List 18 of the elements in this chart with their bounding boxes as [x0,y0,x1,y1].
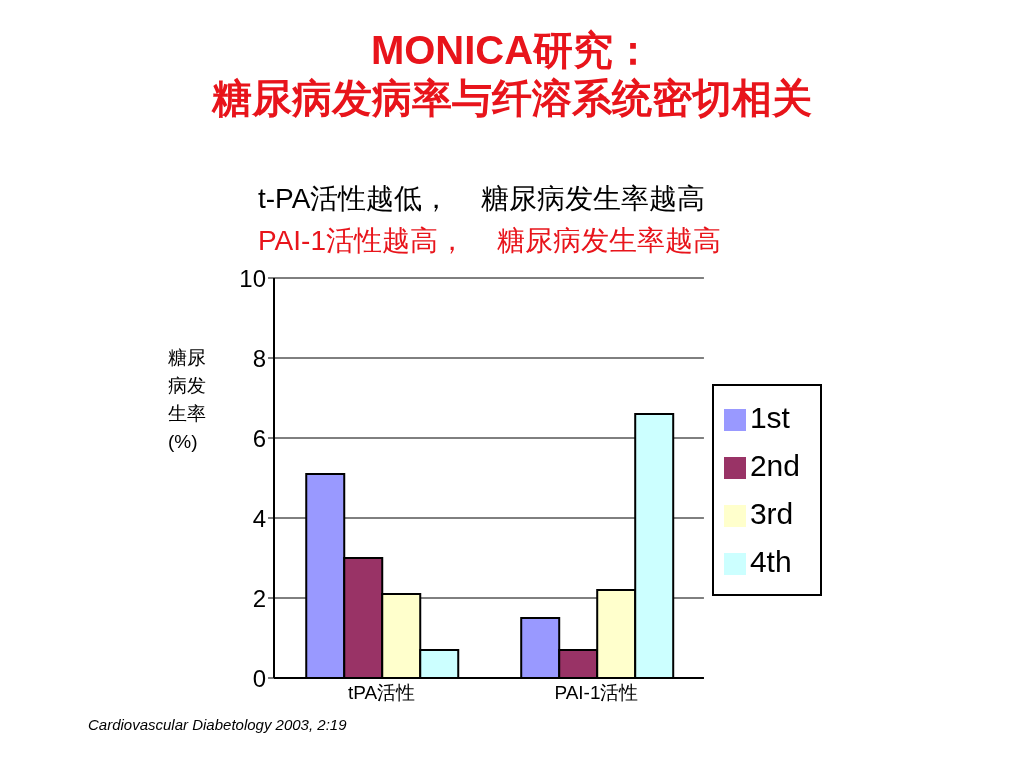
y-tick-label: 4 [252,504,266,532]
text: PAI-1活性越高， 糖尿病发生率越高 [258,224,722,258]
y-tick-label: 10 [239,264,266,292]
text: t-PA活性越低， 糖尿病发生率越高 [258,182,706,216]
legend-label: 4th [749,545,792,578]
legend-label: 3rd [749,497,794,530]
legend-label: 2nd [749,449,800,482]
legend-label: 1st [749,401,790,434]
text: Cardiovascular Diabetology 2003, 2:19 [88,716,347,733]
y-tick-label: 2 [252,584,266,612]
x-tick-label: PAI-1活性 [554,682,639,704]
x-tick-label: tPA活性 [347,682,416,704]
y-tick-label: 6 [252,424,266,452]
y-tick-label: 0 [252,664,266,692]
y-axis-title: 糖尿病发生率(%) [168,346,207,454]
chart-subtitle: 糖尿病发病率与纤溶系统密切相关 [210,75,813,122]
y-tick-label: 8 [252,344,266,372]
chart-title: MONICA研究： [369,27,655,74]
